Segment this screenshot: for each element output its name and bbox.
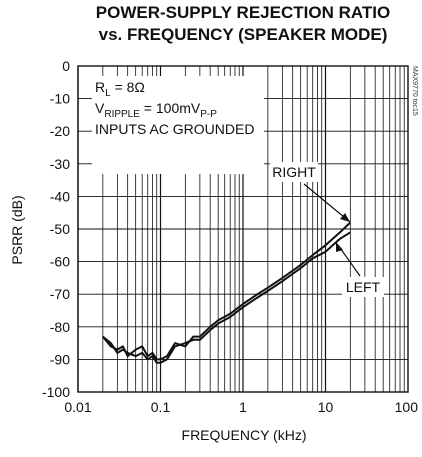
left-label-arrowhead <box>336 242 343 252</box>
y-tick-label: 0 <box>62 58 70 74</box>
right-label-arrow-line <box>303 183 351 223</box>
x-tick-label: 0.1 <box>151 399 171 415</box>
x-tick-label: 1 <box>239 399 247 415</box>
y-tick-label: -100 <box>42 384 70 400</box>
y-tick-label: -70 <box>50 286 70 302</box>
y-axis-label: PSRR (dB) <box>9 195 25 264</box>
plot-frame <box>77 65 409 393</box>
chart-title-line-2: vs. FREQUENCY (SPEAKER MODE) <box>99 25 388 44</box>
y-tick-label: -80 <box>50 319 70 335</box>
x-tick-label: 100 <box>395 399 419 415</box>
y-tick-label: -20 <box>50 123 70 139</box>
series-label-left: LEFT <box>346 279 381 295</box>
data-series <box>102 221 351 364</box>
y-tick-label: -10 <box>50 91 70 107</box>
x-tick-label: 0.01 <box>64 399 91 415</box>
conditions-box <box>92 76 264 174</box>
condition-ripple: VRIPPLE = 100mVP-P <box>95 100 217 120</box>
x-axis-label: FREQUENCY (kHz) <box>182 427 307 443</box>
chart-title-line-1: POWER-SUPPLY REJECTION RATIO <box>96 3 390 22</box>
x-tick-labels: 0.01 0.1 1 10 100 <box>64 399 418 415</box>
y-tick-label: -30 <box>50 156 70 172</box>
series-line-left <box>102 231 351 364</box>
series-line-right <box>102 221 351 361</box>
condition-inputs: INPUTS AC GROUNDED <box>95 121 254 137</box>
part-code: MAX9770 toc15 <box>411 66 418 116</box>
condition-load: RL = 8Ω <box>95 79 145 99</box>
y-tick-label: -60 <box>50 254 70 270</box>
left-label-bg <box>342 277 384 297</box>
y-tick-label: -90 <box>50 351 70 367</box>
series-label-right: RIGHT <box>272 164 316 180</box>
right-label-arrowhead <box>340 213 350 222</box>
right-label-bg <box>270 162 318 182</box>
y-tick-label: -40 <box>50 188 70 204</box>
y-tick-label: -50 <box>50 221 70 237</box>
x-tick-label: 10 <box>318 399 334 415</box>
y-tick-labels: 0 -10 -20 -30 -40 -50 -60 -70 -80 -90 -100 <box>42 58 70 400</box>
